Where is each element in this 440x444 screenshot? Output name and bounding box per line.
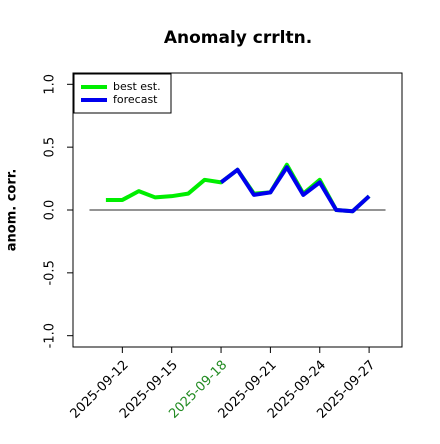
legend-label: best est.: [113, 80, 161, 93]
y-tick-label: 0.0: [43, 200, 58, 221]
y-tick-label: -1.0: [43, 323, 58, 348]
y-tick-label: 0.5: [43, 137, 58, 158]
series-line: [219, 165, 371, 214]
legend-label: forecast: [113, 93, 158, 106]
y-tick-label: -0.5: [43, 260, 58, 285]
y-tick-label: 1.0: [43, 74, 58, 95]
legend-box: [73, 73, 172, 114]
chart-title: Anomaly crrltn.: [164, 28, 312, 48]
y-axis-label: anom. corr.: [5, 169, 20, 252]
